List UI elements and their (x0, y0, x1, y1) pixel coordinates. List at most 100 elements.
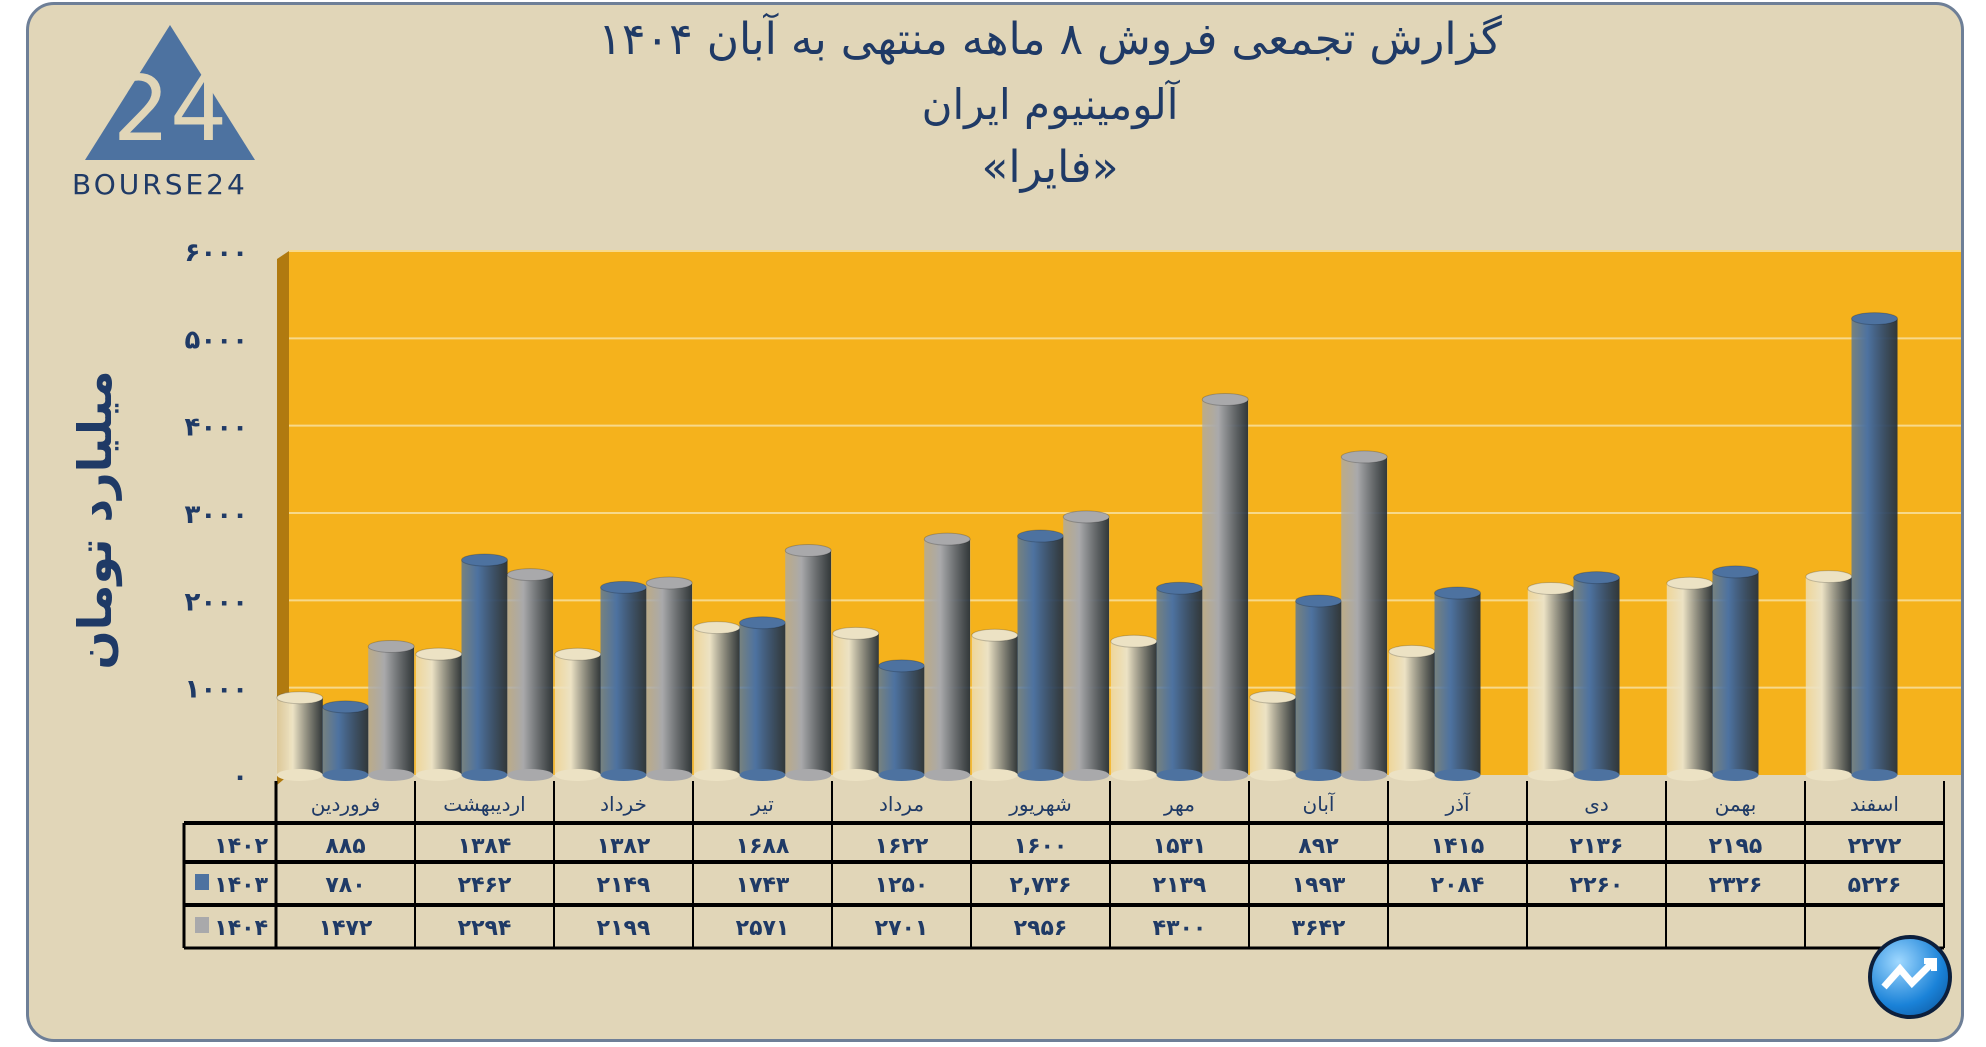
bar-top (784, 543, 832, 557)
bar-base (322, 769, 369, 781)
table-cell: ۲۲۹۴ (458, 916, 512, 941)
bar-base (1156, 769, 1203, 781)
bar-۱۴۰۲ (554, 654, 601, 775)
bar-base (600, 769, 647, 781)
month-label: مهر (1163, 792, 1195, 816)
table-cell: ۲,۷۳۶ (1009, 873, 1071, 898)
bar-base (1527, 769, 1574, 781)
y-tick-label: ۶۰۰۰ (185, 238, 248, 268)
bar-top (1110, 634, 1158, 648)
table-cell: ۲۱۴۹ (597, 873, 651, 898)
bar-۱۴۰۳ (1573, 577, 1620, 775)
y-tick-label: ۱۰۰۰ (185, 675, 248, 705)
site-badge-icon[interactable] (1868, 935, 1952, 1019)
bar-top (461, 553, 508, 567)
legend-label: ۱۴۰۳ (214, 873, 268, 898)
bar-top (645, 576, 693, 590)
bar-۱۴۰۲ (415, 654, 462, 775)
month-label: مرداد (879, 792, 924, 816)
table-cell: ۲۰۸۴ (1431, 873, 1485, 898)
table-cell: ۱۲۵۰ (875, 873, 929, 898)
bar-top (1434, 586, 1481, 600)
bar-base (832, 769, 879, 781)
month-label: دی (1584, 792, 1609, 816)
table-cell: ۱۵۳۱ (1153, 834, 1207, 859)
table-cell: ۱۷۴۳ (736, 873, 790, 898)
bar-۱۴۰۴ (785, 550, 832, 775)
bar-top (1295, 594, 1342, 608)
bar-top (276, 691, 324, 705)
table-cell: ۸۹۲ (1298, 834, 1339, 859)
bar-base (971, 769, 1018, 781)
table-cell: ۴۳۰۰ (1153, 916, 1207, 941)
bar-۱۴۰۳ (461, 559, 508, 775)
bar-۱۴۰۴ (368, 646, 415, 775)
table-cell: ۲۱۹۵ (1709, 834, 1763, 859)
bar-base (646, 769, 693, 781)
table-cell: ۲۳۲۶ (1709, 873, 1763, 898)
bar-base (461, 769, 508, 781)
bar-base (693, 769, 740, 781)
bar-top (1573, 571, 1620, 585)
table-cell: ۱۴۱۵ (1431, 834, 1485, 859)
bar-۱۴۰۳ (1295, 600, 1342, 775)
bar-top (1527, 581, 1575, 595)
bar-۱۴۰۲ (1527, 588, 1574, 775)
bar-۱۴۰۳ (739, 622, 786, 775)
bar-base (739, 769, 786, 781)
bar-۱۴۰۳ (1851, 318, 1898, 775)
bar-base (1712, 769, 1759, 781)
legend-swatch-۱۴۰۴ (195, 917, 209, 933)
y-tick-label: ۲۰۰۰ (185, 587, 248, 617)
bar-۱۴۰۲ (1666, 583, 1713, 775)
month-label: تیر (750, 792, 774, 816)
chart-subtitle: آلومینیوم ایران (921, 80, 1179, 129)
bar-۱۴۰۳ (600, 587, 647, 775)
month-label: فروردین (311, 792, 381, 816)
table-cell: ۲۲۷۲ (1848, 834, 1902, 859)
bar-base (1202, 769, 1249, 781)
bar-top (971, 628, 1019, 642)
bar-top (1666, 576, 1714, 590)
month-label: آبان (1303, 791, 1336, 816)
logo-text: BOURSE24 (72, 168, 248, 201)
legend-label: ۱۴۰۴ (214, 916, 268, 941)
bar-base (1388, 769, 1435, 781)
bar-base (1805, 769, 1852, 781)
table-cell: ۱۳۸۴ (458, 834, 512, 859)
month-label: شهریور (1008, 792, 1072, 816)
table-cell: ۸۸۵ (325, 834, 365, 859)
month-label: آذر (1444, 791, 1471, 816)
bar-base (1063, 769, 1110, 781)
bar-۱۴۰۲ (693, 627, 740, 775)
table-cell: ۱۳۸۲ (597, 834, 651, 859)
bar-base (1017, 769, 1064, 781)
plot-side-wall (277, 251, 289, 785)
table-cell: ۲۱۳۹ (1153, 873, 1207, 898)
legend-label: ۱۴۰۲ (214, 834, 268, 859)
bar-۱۴۰۳ (878, 665, 925, 775)
bar-top (506, 568, 554, 582)
table-cell: ۲۱۹۹ (597, 916, 651, 941)
chart-title: گزارش تجمعی فروش ۸ ماهه منتهی به آبان ۱۴… (598, 14, 1502, 65)
table-cell: ۱۶۰۰ (1014, 834, 1068, 859)
bar-top (832, 626, 880, 640)
table-cell: ۱۹۹۳ (1292, 873, 1346, 898)
table-cell: ۲۵۷۱ (736, 916, 790, 941)
table-cell: ۲۱۳۶ (1570, 834, 1624, 859)
month-label: اسفند (1850, 792, 1899, 816)
bar-۱۴۰۲ (832, 633, 879, 775)
bar-۱۴۰۲ (1805, 576, 1852, 775)
bar-top (1017, 529, 1064, 543)
bar-۱۴۰۴ (1341, 456, 1388, 775)
bar-base (1666, 769, 1713, 781)
table-cell: ۲۷۰۱ (875, 916, 929, 941)
bar-top (415, 647, 463, 661)
bar-۱۴۰۳ (1712, 571, 1759, 775)
y-tick-label: ۳۰۰۰ (185, 500, 248, 530)
table-cell: ۲۴۶۲ (458, 873, 512, 898)
logo-mark: 24 (113, 57, 228, 162)
bar-۱۴۰۴ (924, 539, 971, 775)
table-cell: ۱۴۷۲ (319, 916, 373, 941)
bar-top (1388, 644, 1436, 658)
